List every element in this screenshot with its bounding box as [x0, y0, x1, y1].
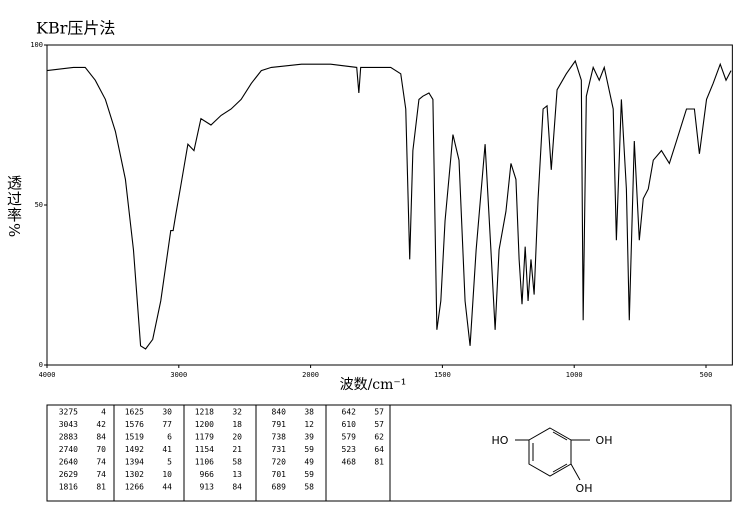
peak-transmittance: 21 [232, 445, 242, 454]
peak-wavenumber: 1302 [125, 470, 144, 479]
peak-transmittance: 81 [374, 458, 384, 467]
peak-wavenumber: 689 [272, 483, 287, 492]
peak-wavenumber: 1266 [125, 483, 144, 492]
structure-label: HO [492, 434, 509, 447]
peak-wavenumber: 731 [272, 445, 287, 454]
bond [570, 463, 581, 481]
peak-wavenumber: 1519 [125, 433, 144, 442]
peak-wavenumber: 3275 [59, 408, 78, 417]
x-tick-label: 2000 [302, 371, 319, 379]
peak-transmittance: 81 [96, 483, 106, 492]
x-tick-label: 1500 [434, 371, 451, 379]
peak-wavenumber: 3043 [59, 420, 78, 429]
peak-transmittance: 5 [167, 458, 172, 467]
peak-transmittance: 49 [304, 458, 314, 467]
peak-wavenumber: 579 [342, 433, 357, 442]
peak-transmittance: 84 [232, 483, 242, 492]
benzene-ring [528, 427, 572, 477]
peak-transmittance: 58 [304, 483, 314, 492]
peak-transmittance: 6 [167, 433, 172, 442]
peak-transmittance: 62 [374, 433, 384, 442]
peak-wavenumber: 1625 [125, 408, 144, 417]
peak-transmittance: 64 [374, 445, 384, 454]
peak-transmittance: 13 [232, 470, 242, 479]
peak-transmittance: 57 [374, 420, 384, 429]
peak-transmittance: 30 [162, 408, 172, 417]
structure [515, 427, 590, 481]
x-tick-label: 500 [700, 371, 713, 379]
peak-wavenumber: 2740 [59, 445, 78, 454]
double-bond [552, 463, 568, 473]
peak-wavenumber: 523 [342, 445, 357, 454]
peak-wavenumber: 701 [272, 470, 287, 479]
y-tick-label: 50 [35, 201, 43, 209]
peak-transmittance: 59 [304, 445, 314, 454]
y-tick-label: 0 [39, 361, 43, 369]
peak-wavenumber: 1154 [195, 445, 214, 454]
peak-transmittance: 70 [96, 445, 106, 454]
peak-transmittance: 10 [162, 470, 172, 479]
peak-wavenumber: 610 [342, 420, 357, 429]
peak-transmittance: 18 [232, 420, 242, 429]
peak-transmittance: 74 [96, 458, 106, 467]
peak-transmittance: 41 [162, 445, 172, 454]
peak-wavenumber: 2883 [59, 433, 78, 442]
y-tick-label: 100 [30, 41, 43, 49]
peak-wavenumber: 791 [272, 420, 287, 429]
x-tick-label: 4000 [39, 371, 56, 379]
peak-transmittance: 39 [304, 433, 314, 442]
peak-wavenumber: 2640 [59, 458, 78, 467]
y-axis-label: 透过率% [5, 175, 23, 239]
peak-transmittance: 20 [232, 433, 242, 442]
peak-transmittance: 32 [232, 408, 242, 417]
peak-wavenumber: 2629 [59, 470, 78, 479]
peak-transmittance: 57 [374, 408, 384, 417]
peak-wavenumber: 468 [342, 458, 357, 467]
peak-wavenumber: 1816 [59, 483, 78, 492]
peak-transmittance: 74 [96, 470, 106, 479]
peak-transmittance: 77 [162, 420, 172, 429]
peak-wavenumber: 1106 [195, 458, 214, 467]
peak-transmittance: 38 [304, 408, 314, 417]
peak-wavenumber: 1218 [195, 408, 214, 417]
x-tick-label: 3000 [170, 371, 187, 379]
peak-transmittance: 12 [304, 420, 314, 429]
table-frame [46, 404, 732, 502]
peak-transmittance: 84 [96, 433, 106, 442]
peak-wavenumber: 720 [272, 458, 287, 467]
structure-label: OH [576, 482, 593, 495]
peak-wavenumber: 913 [200, 483, 215, 492]
peak-wavenumber: 1394 [125, 458, 144, 467]
peak-wavenumber: 1492 [125, 445, 144, 454]
double-bond [552, 431, 568, 441]
peak-wavenumber: 966 [200, 470, 215, 479]
x-tick-label: 1000 [566, 371, 583, 379]
peak-wavenumber: 642 [342, 408, 357, 417]
chart-title: KBr压片法 [36, 19, 115, 38]
peak-transmittance: 42 [96, 420, 106, 429]
peak-wavenumber: 1576 [125, 420, 144, 429]
peak-wavenumber: 738 [272, 433, 287, 442]
peak-wavenumber: 1200 [195, 420, 214, 429]
peak-transmittance: 4 [101, 408, 106, 417]
structure-label: OH [596, 434, 613, 447]
peak-wavenumber: 1179 [195, 433, 214, 442]
peak-transmittance: 44 [162, 483, 172, 492]
peak-transmittance: 58 [232, 458, 242, 467]
peak-transmittance: 59 [304, 470, 314, 479]
peak-wavenumber: 840 [272, 408, 287, 417]
spectrum-line [46, 59, 732, 350]
x-axis-label: 波数/cm⁻¹ [340, 377, 407, 393]
